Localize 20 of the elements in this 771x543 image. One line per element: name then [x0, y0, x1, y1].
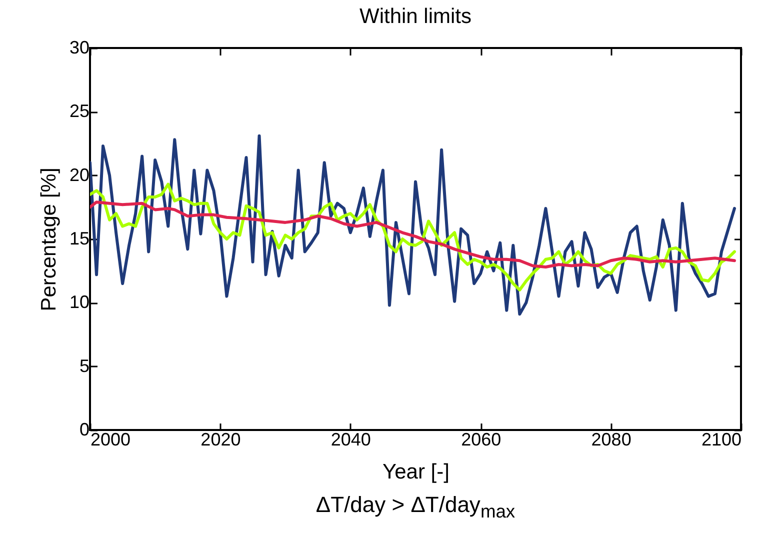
- x-tick-label: 2040: [330, 430, 371, 450]
- line-series: [90, 134, 736, 316]
- y-tick-label: 30: [69, 38, 90, 58]
- y-tick-label: 5: [79, 356, 90, 376]
- x-axis-title: Year [-]: [382, 460, 450, 484]
- y-tick-label: 10: [69, 292, 90, 312]
- x-tick-label: 2020: [200, 430, 241, 450]
- y-tick-label: 20: [69, 164, 90, 185]
- line-series: [90, 200, 736, 269]
- y-tick-label: 25: [69, 101, 90, 122]
- x-tick-label: 2100: [701, 430, 742, 450]
- x-tick-label: 2000: [90, 430, 131, 450]
- text: ΔT/day > ΔT/day$_{max}$: [314, 492, 516, 522]
- y-tick-label: 15: [69, 228, 90, 248]
- y-tick-label: 0: [79, 420, 90, 440]
- chart-title: Within limits: [359, 5, 472, 28]
- x-tick-label: 2080: [591, 430, 632, 450]
- y-axis-title: Percentage [%]: [37, 168, 60, 312]
- line-series: [90, 182, 736, 292]
- x-tick-label: 2060: [461, 430, 502, 450]
